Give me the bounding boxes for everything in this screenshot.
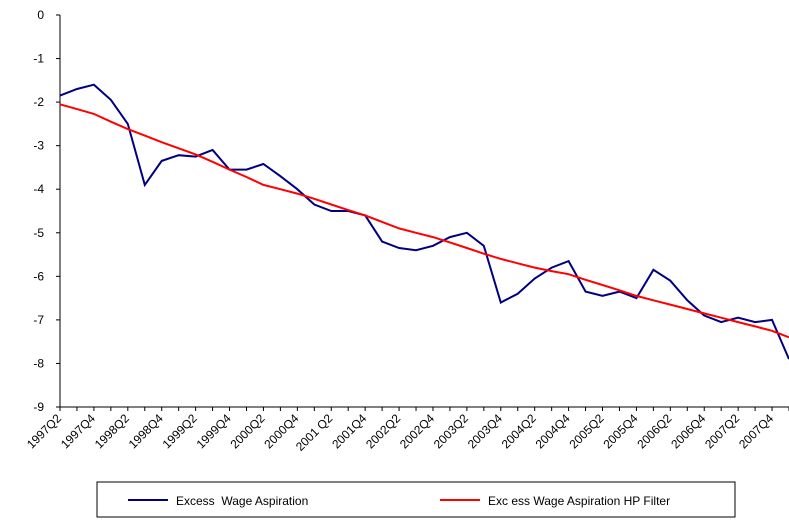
- legend-label: Excess Wage Aspiration: [176, 494, 308, 508]
- x-tick-label: 2004Q2: [499, 411, 539, 451]
- x-tick-label: 2007Q4: [736, 411, 776, 451]
- x-tick-label: 2003Q2: [431, 411, 471, 451]
- x-tick-label: 2000Q2: [227, 411, 267, 451]
- y-tick-label: -6: [33, 269, 44, 283]
- x-tick-label: 1999Q2: [160, 411, 200, 451]
- x-tick-label: 1997Q4: [58, 411, 98, 451]
- x-tick-label: 1998Q4: [126, 411, 166, 451]
- y-tick-label: -9: [33, 400, 44, 414]
- x-tick-label: 2005Q2: [567, 411, 607, 451]
- y-tick-label: -3: [33, 139, 44, 153]
- x-tick-label: 1998Q2: [92, 411, 132, 451]
- legend-box: [96, 481, 736, 518]
- y-tick-label: -1: [33, 52, 44, 66]
- y-tick-label: -2: [33, 95, 44, 109]
- x-tick-label: 2001 Q2: [293, 411, 336, 454]
- x-tick-label: 1997Q2: [24, 411, 64, 451]
- x-tick-label: 2006Q2: [634, 411, 674, 451]
- x-tick-label: 1999Q4: [194, 411, 234, 451]
- x-tick-label: 2001Q4: [329, 411, 369, 451]
- y-tick-label: -4: [33, 182, 44, 196]
- x-tick-label: 2006Q4: [668, 411, 708, 451]
- x-tick-label: 2002Q4: [397, 411, 437, 451]
- y-tick-label: -7: [33, 313, 44, 327]
- series-line: [59, 103, 789, 339]
- y-tick-label: -5: [33, 226, 44, 240]
- series-line: [59, 83, 789, 360]
- x-tick-label: 2004Q4: [533, 411, 573, 451]
- y-tick-label: -8: [33, 356, 44, 370]
- x-tick-label: 2005Q4: [600, 411, 640, 451]
- legend-label: Exc ess Wage Aspiration HP Filter: [488, 494, 670, 508]
- x-tick-label: 2003Q4: [465, 411, 505, 451]
- y-tick-label: 0: [37, 8, 44, 22]
- x-tick-label: 2007Q2: [702, 411, 742, 451]
- x-tick-label: 2002Q2: [363, 411, 403, 451]
